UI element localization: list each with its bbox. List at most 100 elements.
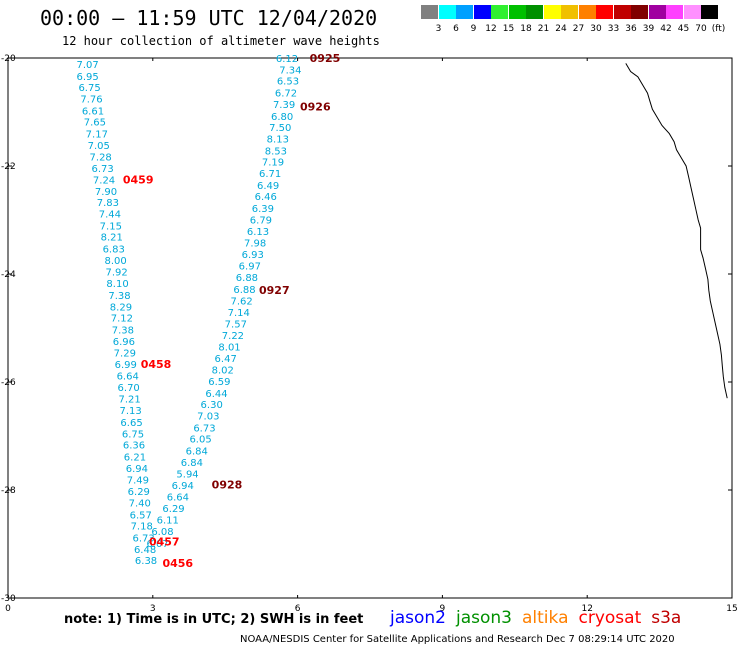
legend-swatch xyxy=(613,5,631,19)
wave-height-value-b: 6.53 xyxy=(277,77,299,88)
y-tick-label: -26 xyxy=(1,378,16,388)
wave-height-value-a: 7.15 xyxy=(100,221,122,232)
legend-swatch xyxy=(438,5,456,19)
wave-height-value-b: 6.88 xyxy=(233,285,255,296)
wave-height-value-a: 6.65 xyxy=(120,418,142,429)
wave-height-value-b: 6.05 xyxy=(189,435,211,446)
wave-height-value-b: 6.73 xyxy=(193,423,215,434)
legend-swatch xyxy=(648,5,666,19)
units-note: note: 1) Time is in UTC; 2) SWH is in fe… xyxy=(64,612,364,627)
wave-height-value-a: 7.92 xyxy=(105,267,127,278)
legend-label: 21 xyxy=(537,24,550,34)
wave-height-value-a: 6.70 xyxy=(118,383,140,394)
wave-height-value-b: 6.46 xyxy=(255,192,277,203)
x-tick-label: 15 xyxy=(726,604,737,614)
wave-height-value-b: 7.19 xyxy=(262,158,284,169)
legend-label: 45 xyxy=(677,24,690,34)
satellite-label-jason3: jason3 xyxy=(456,608,512,628)
wave-height-value-b: 7.22 xyxy=(222,331,244,342)
legend-label: 6 xyxy=(453,24,459,34)
pass-time-label: 0458 xyxy=(141,358,172,371)
legend-swatch xyxy=(526,5,543,19)
wave-height-value-b: 6.07 xyxy=(146,539,168,550)
wave-height-value-a: 7.90 xyxy=(95,187,117,198)
wave-height-value-b: 7.03 xyxy=(197,411,219,422)
y-tick-label: -20 xyxy=(1,54,16,64)
wave-height-value-a: 6.94 xyxy=(126,464,148,475)
wave-height-value-b: 6.94 xyxy=(172,481,194,492)
wave-height-value-b: 6.79 xyxy=(250,215,272,226)
pass-time-label: 0927 xyxy=(259,284,290,297)
wave-height-value-b: 8.01 xyxy=(218,342,240,353)
wave-height-value-a: 6.83 xyxy=(103,245,125,256)
legend-label: 3 xyxy=(435,24,442,34)
wave-height-value-b: 6.64 xyxy=(167,492,189,503)
satellite-label-jason2: jason2 xyxy=(390,608,446,628)
satellite-label-cryosat: cryosat xyxy=(578,608,642,628)
wave-height-value-a: 7.17 xyxy=(86,130,108,141)
legend-swatch xyxy=(508,5,526,19)
wave-height-value-a: 6.95 xyxy=(77,72,99,83)
wave-height-value-a: 7.05 xyxy=(88,141,110,152)
x-tick-label: 0 xyxy=(5,604,11,614)
legend-unit: (ft) xyxy=(711,24,726,34)
legend-label: 27 xyxy=(572,24,585,34)
wave-height-value-b: 5.94 xyxy=(176,469,198,480)
wave-height-value-a: 7.83 xyxy=(97,198,119,209)
legend-swatch xyxy=(473,5,491,19)
wave-height-value-b: 7.50 xyxy=(269,123,291,134)
wave-height-value-b: 6.59 xyxy=(208,377,230,388)
pass-time-label: 0456 xyxy=(162,557,193,570)
wave-height-value-b: 6.47 xyxy=(215,354,237,365)
y-tick-label: -28 xyxy=(1,486,16,496)
y-tick-label: -24 xyxy=(1,270,16,280)
wave-height-value-a: 6.57 xyxy=(130,510,152,521)
legend-swatch xyxy=(666,5,683,19)
wave-height-value-b: 6.49 xyxy=(257,181,279,192)
wave-height-value-a: 7.12 xyxy=(111,314,133,325)
legend-label: 33 xyxy=(607,24,620,34)
legend-swatch xyxy=(596,5,613,19)
wave-height-value-b: 6.84 xyxy=(181,458,203,469)
credit-line: NOAA/NESDIS Center for Satellite Applica… xyxy=(240,634,675,645)
chart-subtitle: 12 hour collection of altimeter wave hei… xyxy=(62,34,380,48)
legend-label: 70 xyxy=(695,24,707,34)
legend-label: 30 xyxy=(590,24,602,34)
satellite-label-altika: altika xyxy=(522,608,569,628)
wave-height-value-a: 6.36 xyxy=(123,441,145,452)
pass-time-label: 0925 xyxy=(310,52,341,65)
legend-swatch xyxy=(631,5,648,19)
legend-label: 9 xyxy=(470,24,477,34)
legend-label: 12 xyxy=(485,24,497,34)
satellite-legend: jason2 jason3 altika cryosat s3a xyxy=(390,608,691,628)
legend-label: 24 xyxy=(555,24,567,34)
pass-time-label: 0457 xyxy=(149,535,180,548)
wave-height-value-a: 8.10 xyxy=(106,279,128,290)
coastline xyxy=(625,63,728,399)
wave-height-value-b: 6.12 xyxy=(276,54,298,65)
satellite-label-s3a: s3a xyxy=(651,608,682,628)
wave-height-value-b: 6.72 xyxy=(275,89,297,100)
wave-height-value-b: 6.71 xyxy=(259,169,281,180)
wave-height-value-a: 6.38 xyxy=(135,556,157,567)
wave-height-value-a: 7.65 xyxy=(84,118,106,129)
wave-height-value-a: 7.21 xyxy=(118,395,140,406)
wave-height-value-a: 6.61 xyxy=(82,106,104,117)
wave-height-value-b: 6.13 xyxy=(247,227,269,238)
wave-height-value-b: 6.93 xyxy=(242,250,264,261)
wave-height-value-b: 8.02 xyxy=(212,366,234,377)
wave-height-value-b: 6.08 xyxy=(151,527,173,538)
x-tick-label: 6 xyxy=(295,604,301,614)
y-tick-label: -30 xyxy=(1,594,16,604)
wave-height-value-a: 6.96 xyxy=(113,337,135,348)
wave-height-value-a: 7.07 xyxy=(77,60,99,71)
legend-label: 36 xyxy=(625,24,637,34)
x-tick-label: 9 xyxy=(440,604,446,614)
wave-height-value-a: 7.76 xyxy=(80,95,102,106)
legend-swatch xyxy=(421,5,438,19)
wave-height-value-b: 7.39 xyxy=(273,100,295,111)
wave-height-value-a: 6.75 xyxy=(78,83,100,94)
wave-height-value-a: 7.38 xyxy=(112,326,134,337)
wave-height-value-a: 6.21 xyxy=(124,453,146,464)
